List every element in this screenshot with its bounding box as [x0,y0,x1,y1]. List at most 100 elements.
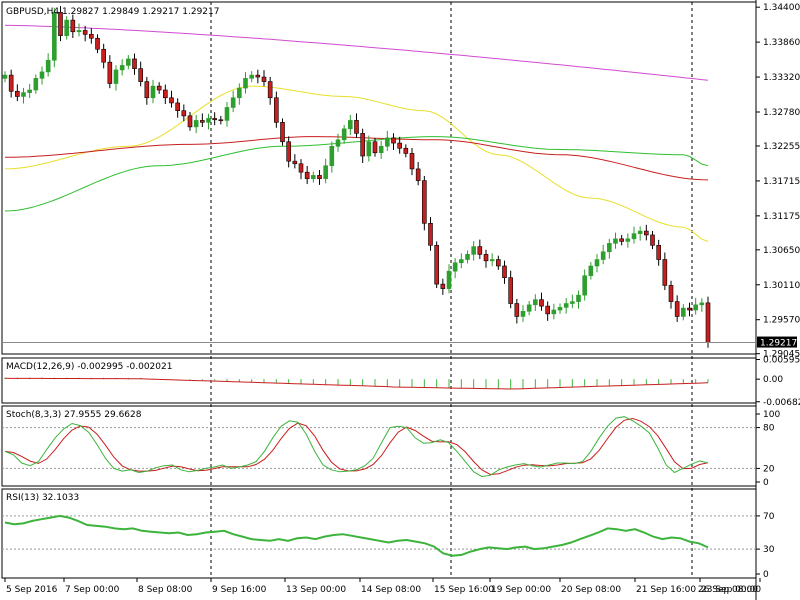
candle-body [403,147,409,154]
candle-body [95,37,100,50]
candle-body [58,12,63,36]
candle-body [292,160,298,165]
candle-body [656,244,661,260]
y-tick-label: 70 [763,512,775,522]
y-tick-label: 1.29570 [763,316,800,326]
candle-body [625,238,631,242]
candle-body [82,30,88,35]
candle-body [45,59,51,73]
candle-body [163,89,168,99]
x-tick-label: 21 Sep 16:00 [636,585,696,595]
candle-body [304,171,310,179]
candle-body [662,259,668,286]
y-tick-label: 1.33860 [763,38,800,48]
candle-body [526,304,532,312]
candle-body [2,74,8,79]
ma-magenta-line [4,24,709,81]
candle-body [354,120,359,134]
candle-body [206,118,211,123]
candle-body [76,30,82,33]
candle-body [594,259,600,267]
candle-body [274,97,279,123]
candle-body [434,244,439,285]
candle-body [582,275,587,296]
y-tick-label: 0 [763,478,769,488]
candle-body [477,246,483,255]
candle-body [311,175,316,179]
candle-body [101,48,106,63]
candle-body [243,78,248,89]
candle-body [27,89,32,93]
y-tick-label: -0.006825 [763,398,800,408]
candle-body [329,145,335,167]
x-tick-label: 9 Sep 16:00 [212,585,267,595]
candle-body [681,307,686,317]
candle-body [619,238,624,242]
candle-body [674,301,680,317]
rsi-title: RSI(13) 32.1033 [6,493,79,503]
candle-body [668,285,674,302]
candle-body [70,19,76,33]
candle-body [39,71,45,79]
candle-body [520,310,526,317]
candle-body [483,254,489,262]
candle-body [489,259,495,262]
candle-body [378,145,384,154]
x-tick-label: 7 Sep 00:00 [65,585,120,595]
candle-body [113,69,119,84]
candle-body [514,303,520,317]
candle-body [557,307,563,311]
y-tick-label: 1.34400 [763,3,800,13]
candle-body [126,58,131,66]
panel-macd [1,357,757,404]
candle-body [175,102,180,112]
candle-body [150,85,156,99]
candle-body [89,34,94,39]
candle-body [644,230,649,236]
candle-body [156,85,162,91]
y-tick-label: 0 [763,570,769,580]
stoch-main-line [4,416,709,478]
candle-body [169,97,174,104]
x-tick-label: 20 Sep 08:00 [561,585,621,595]
candle-body [335,139,341,147]
x-tick-label: 26 Sep 08:00 [698,585,758,595]
candle-body [496,259,501,267]
candle-body [372,141,378,154]
candle-body [563,303,569,308]
candle-body [144,81,150,99]
y-tick-label: 1.30650 [763,246,800,256]
candle-body [255,74,261,78]
candle-body [119,65,125,71]
candle-body [187,115,193,128]
candle-body [267,81,273,99]
x-tick-label: 23 Sep 00:00 [701,585,761,595]
macd-signal-line [4,377,709,390]
x-tick-label: 14 Sep 08:00 [361,585,421,595]
candle-body [360,133,365,157]
candle-body [508,277,513,304]
candle-body [576,294,581,302]
candle-body [705,302,711,343]
candle-body [539,299,544,307]
candle-body [64,19,69,36]
y-tick-label: 80 [763,424,775,434]
candle-body [385,137,390,147]
candle-body [391,137,396,144]
candle-body [446,270,452,289]
stoch-signal-line [4,417,709,476]
candle-body [570,301,575,304]
candle-body [193,120,199,128]
candle-body [261,76,267,82]
candle-body [286,141,291,162]
candle-body [650,234,655,246]
candle-body [440,283,446,289]
ma-yellow-line [4,85,709,242]
x-tick-label: 8 Sep 08:00 [138,585,193,595]
candle-body [298,163,304,173]
candle-body [132,58,137,69]
x-tick-label: 15 Sep 16:00 [434,585,494,595]
macd-title: MACD(12,26,9) -0.002995 -0.002021 [6,362,172,372]
candle-body [212,118,217,121]
